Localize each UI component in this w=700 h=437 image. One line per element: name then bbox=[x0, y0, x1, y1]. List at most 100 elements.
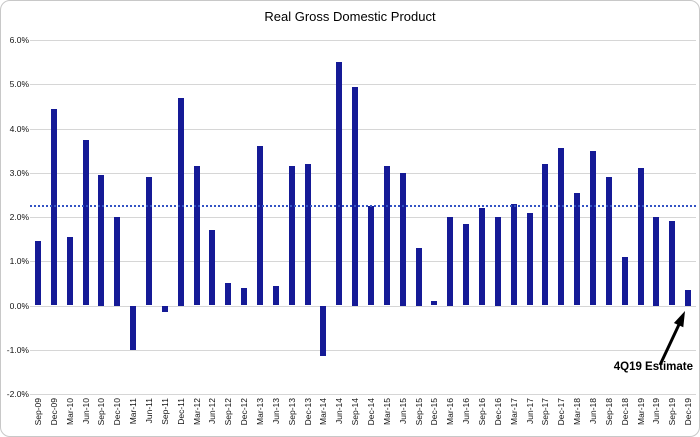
x-tick-label: Mar-11 bbox=[128, 398, 139, 425]
x-tick-label: Mar-14 bbox=[318, 398, 329, 425]
x-tick-label: Sep-15 bbox=[413, 398, 424, 426]
bar-Sep-11 bbox=[161, 305, 168, 313]
x-tick-label: Dec-09 bbox=[48, 398, 59, 426]
y-tick-label: 2.0% bbox=[9, 212, 29, 222]
x-tick-label: Dec-19 bbox=[683, 398, 694, 426]
bar-Sep-18 bbox=[605, 177, 612, 306]
y-tick-label: 1.0% bbox=[9, 256, 29, 267]
bar-Dec-17 bbox=[558, 148, 565, 306]
x-tick-label: Mar-16 bbox=[445, 398, 456, 425]
x-tick-label: Jun-15 bbox=[397, 398, 408, 424]
x-tick-label: Jun-18 bbox=[587, 398, 598, 424]
x-tick-label: Sep-13 bbox=[286, 398, 297, 426]
x-tick-label: Dec-12 bbox=[239, 398, 250, 426]
bar-Jun-17 bbox=[526, 212, 533, 306]
bar-Sep-15 bbox=[415, 248, 422, 306]
gridline bbox=[30, 217, 696, 218]
bar-Mar-16 bbox=[447, 217, 454, 306]
bar-Dec-10 bbox=[114, 217, 121, 306]
bar-Dec-13 bbox=[304, 163, 311, 306]
x-tick-label: Mar-10 bbox=[64, 398, 75, 425]
bar-Jun-11 bbox=[145, 177, 152, 306]
x-tick-label: Dec-10 bbox=[112, 398, 123, 426]
bar-Sep-16 bbox=[478, 208, 485, 306]
x-tick-label: Dec-18 bbox=[619, 398, 630, 426]
bar-Dec-11 bbox=[177, 97, 184, 306]
x-tick-label: Jun-13 bbox=[270, 398, 281, 424]
y-tick-label: 4.0% bbox=[9, 123, 29, 134]
x-tick-label: Mar-19 bbox=[635, 398, 646, 425]
x-tick-label: Dec-17 bbox=[556, 398, 567, 426]
y-tick-label: 0.0% bbox=[9, 300, 29, 311]
x-tick-label: Sep-10 bbox=[96, 398, 107, 426]
x-tick-label: Dec-15 bbox=[429, 398, 440, 426]
bar-Sep-13 bbox=[288, 166, 295, 306]
x-tick-label: Mar-15 bbox=[381, 398, 392, 425]
bar-Jun-18 bbox=[589, 150, 596, 306]
gridline bbox=[30, 172, 696, 174]
bar-Mar-19 bbox=[637, 168, 644, 306]
bar-Mar-14 bbox=[320, 305, 327, 357]
x-tick-label: Jun-11 bbox=[143, 398, 154, 424]
x-tick-label: Sep-09 bbox=[32, 398, 43, 426]
bar-Jun-10 bbox=[82, 139, 89, 306]
x-tick-label: Dec-14 bbox=[365, 398, 376, 426]
x-tick-label: Mar-17 bbox=[508, 398, 519, 425]
y-tick-label: 3.0% bbox=[9, 167, 29, 178]
x-tick-label: Mar-18 bbox=[572, 398, 583, 425]
gridline bbox=[30, 349, 696, 351]
bar-Jun-13 bbox=[272, 285, 279, 306]
average-dotted-line bbox=[30, 204, 696, 207]
bar-Jun-19 bbox=[653, 217, 660, 306]
bar-Sep-17 bbox=[542, 163, 549, 306]
x-tick-label: Jun-10 bbox=[80, 398, 91, 424]
x-tick-label: Sep-11 bbox=[159, 398, 170, 425]
bar-Dec-09 bbox=[50, 108, 57, 306]
bar-Mar-13 bbox=[256, 146, 263, 306]
gridline bbox=[30, 40, 696, 41]
bar-Jun-12 bbox=[209, 230, 216, 306]
bar-Sep-12 bbox=[225, 283, 232, 306]
gridline bbox=[30, 84, 696, 86]
x-tick-label: Sep-12 bbox=[223, 398, 234, 426]
bar-Dec-14 bbox=[367, 205, 374, 306]
bar-Mar-11 bbox=[130, 305, 137, 350]
bar-Mar-12 bbox=[193, 166, 200, 306]
x-tick-label: Sep-18 bbox=[603, 398, 614, 426]
bar-Mar-17 bbox=[510, 203, 517, 306]
x-tick-label: Sep-19 bbox=[667, 398, 678, 426]
gridline bbox=[30, 261, 696, 263]
chart-title: Real Gross Domestic Product bbox=[264, 9, 436, 24]
bar-Mar-18 bbox=[574, 192, 581, 306]
gridline bbox=[30, 128, 696, 130]
bar-Jun-16 bbox=[463, 223, 470, 306]
x-tick-label: Jun-17 bbox=[524, 398, 535, 424]
x-tick-label: Jun-16 bbox=[461, 398, 472, 424]
x-tick-label: Sep-17 bbox=[540, 398, 551, 426]
x-tick-label: Sep-16 bbox=[476, 398, 487, 426]
x-tick-label: Dec-11 bbox=[175, 398, 186, 425]
bar-Mar-15 bbox=[383, 166, 390, 306]
bar-Mar-10 bbox=[66, 236, 73, 306]
y-tick-label: -2.0% bbox=[6, 389, 29, 399]
bar-Dec-15 bbox=[431, 301, 438, 306]
bar-Sep-14 bbox=[352, 86, 359, 306]
bar-Dec-18 bbox=[621, 256, 628, 306]
gridline bbox=[30, 394, 696, 395]
y-tick-label: -1.0% bbox=[6, 344, 29, 355]
x-tick-label: Jun-19 bbox=[651, 398, 662, 424]
bar-Sep-09 bbox=[34, 241, 41, 306]
bar-Jun-15 bbox=[399, 172, 406, 306]
x-tick-label: Jun-14 bbox=[334, 398, 345, 424]
x-tick-label: Dec-13 bbox=[302, 398, 313, 426]
y-tick-label: 5.0% bbox=[9, 79, 29, 90]
bar-Sep-19 bbox=[669, 221, 676, 306]
gridline bbox=[30, 305, 696, 307]
x-tick-label: Sep-14 bbox=[350, 398, 361, 426]
x-tick-label: Mar-12 bbox=[191, 398, 202, 425]
bar-Dec-16 bbox=[494, 217, 501, 306]
bar-Jun-14 bbox=[336, 62, 343, 306]
bar-Dec-12 bbox=[241, 287, 248, 306]
x-tick-label: Jun-12 bbox=[207, 398, 218, 424]
